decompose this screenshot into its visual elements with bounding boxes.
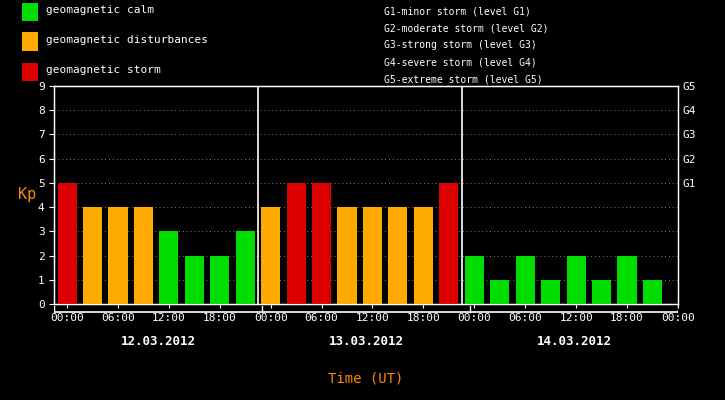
Bar: [566, 256, 586, 304]
Bar: [57, 183, 77, 304]
Bar: [439, 183, 458, 304]
Bar: [592, 280, 611, 304]
Bar: [22, 32, 38, 51]
Bar: [414, 207, 433, 304]
Text: G3-strong storm (level G3): G3-strong storm (level G3): [384, 40, 537, 50]
Bar: [286, 183, 306, 304]
Bar: [338, 207, 357, 304]
Bar: [643, 280, 662, 304]
Text: G5-extreme storm (level G5): G5-extreme storm (level G5): [384, 74, 543, 84]
Text: G1-minor storm (level G1): G1-minor storm (level G1): [384, 6, 531, 16]
Bar: [109, 207, 128, 304]
Bar: [363, 207, 382, 304]
Text: geomagnetic disturbances: geomagnetic disturbances: [46, 34, 208, 44]
Bar: [22, 62, 38, 81]
Bar: [210, 256, 229, 304]
Text: G2-moderate storm (level G2): G2-moderate storm (level G2): [384, 24, 549, 34]
Y-axis label: Kp: Kp: [17, 188, 36, 202]
Bar: [515, 256, 535, 304]
Bar: [618, 256, 637, 304]
Bar: [261, 207, 281, 304]
Bar: [22, 3, 38, 21]
Bar: [160, 231, 178, 304]
Bar: [312, 183, 331, 304]
Bar: [490, 280, 509, 304]
Bar: [541, 280, 560, 304]
Bar: [389, 207, 407, 304]
Text: geomagnetic storm: geomagnetic storm: [46, 65, 161, 75]
Bar: [83, 207, 102, 304]
Text: 12.03.2012: 12.03.2012: [121, 334, 196, 348]
Bar: [134, 207, 153, 304]
Text: geomagnetic calm: geomagnetic calm: [46, 5, 154, 15]
Text: Time (UT): Time (UT): [328, 371, 404, 385]
Bar: [236, 231, 254, 304]
Text: 14.03.2012: 14.03.2012: [536, 334, 611, 348]
Bar: [185, 256, 204, 304]
Text: 13.03.2012: 13.03.2012: [328, 334, 404, 348]
Bar: [465, 256, 484, 304]
Text: G4-severe storm (level G4): G4-severe storm (level G4): [384, 58, 537, 68]
